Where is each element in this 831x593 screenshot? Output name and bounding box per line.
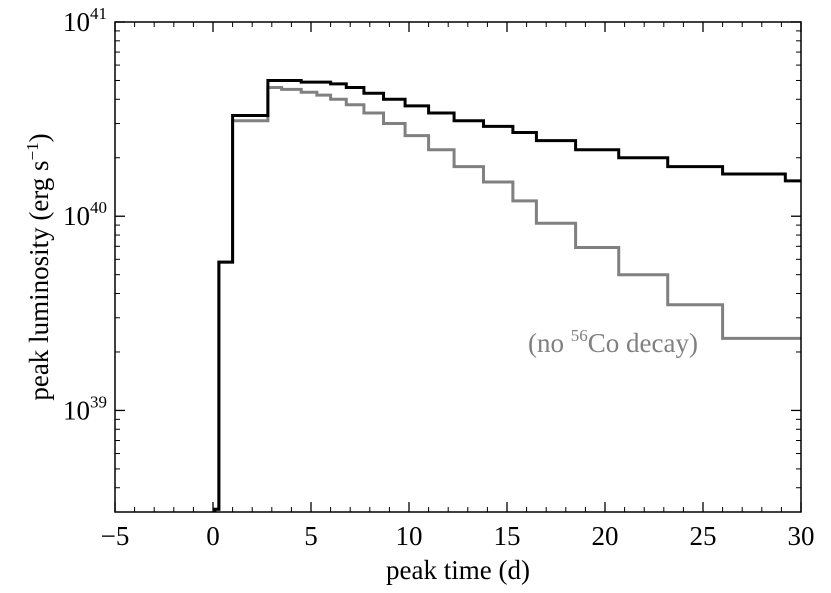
x-tick-labels: −5 0 5 10 15 20 25 30 xyxy=(101,521,815,551)
x-tick-label: 10 xyxy=(396,521,423,551)
y-tick-label: 1039 xyxy=(63,392,107,425)
annotation-prefix: (no xyxy=(528,328,571,358)
y-tick-label: 1040 xyxy=(63,198,107,231)
annotation-suffix: Co decay) xyxy=(588,328,698,358)
y-tick-label-exponent: 41 xyxy=(90,4,107,23)
x-tick-label: 15 xyxy=(494,521,521,551)
x-axis-label: peak time (d) xyxy=(386,555,530,585)
series-no-cobalt-line xyxy=(213,86,801,512)
series-with-cobalt-line xyxy=(213,78,801,512)
y-tick-label-exponent: 39 xyxy=(90,392,107,411)
y-tick-label-base: 10 xyxy=(63,395,90,425)
y-axis-label-exponent: −1 xyxy=(23,142,42,160)
series-layer xyxy=(213,78,801,512)
y-tick-label-base: 10 xyxy=(63,7,90,37)
y-axis-label-main: peak luminosity (erg s xyxy=(24,160,54,400)
minor-ticks xyxy=(115,22,801,512)
y-axis-label-close: ) xyxy=(24,133,54,142)
y-tick-label: 1041 xyxy=(63,4,107,37)
no-cobalt-annotation: (no 56Co decay) xyxy=(528,326,698,358)
x-tick-label: −5 xyxy=(101,521,130,551)
x-tick-label: 30 xyxy=(788,521,815,551)
y-tick-label-base: 10 xyxy=(63,201,90,231)
x-tick-label: 5 xyxy=(304,521,318,551)
x-tick-label: 0 xyxy=(206,521,220,551)
annotation-superscript: 56 xyxy=(571,326,588,345)
y-tick-label-exponent: 40 xyxy=(90,198,107,217)
x-tick-label: 20 xyxy=(592,521,619,551)
x-tick-label: 25 xyxy=(690,521,717,551)
y-axis-label: peak luminosity (erg s−1) xyxy=(23,133,54,400)
plot-frame xyxy=(114,21,802,513)
